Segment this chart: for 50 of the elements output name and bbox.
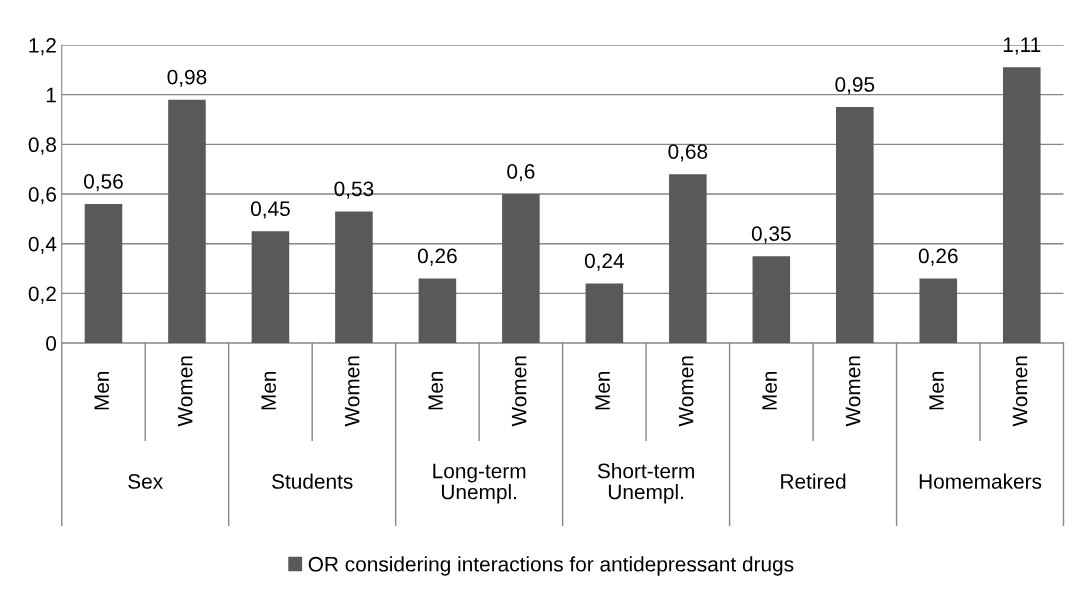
text: 0,35 (751, 226, 791, 244)
text: 0,53 (334, 181, 374, 199)
text: 0,24 (584, 253, 625, 271)
x-tick-label: Women (845, 356, 861, 427)
bar (84, 203, 123, 344)
legend-label: OR considering interactions for antidepressant drugs (308, 556, 794, 576)
x-tick-label: Men (94, 371, 110, 410)
text: Long-term Unempl. (433, 463, 526, 504)
y-tick-label: 0,2 (28, 286, 56, 304)
bar (919, 278, 958, 344)
text: 0,95 (835, 77, 875, 95)
x-tick-label: Men (428, 371, 443, 410)
bar (502, 194, 540, 344)
text: Homemakers (919, 473, 1042, 489)
y-tick-label: 0,4 (28, 236, 57, 254)
x-tick-label: Men (929, 371, 944, 410)
bar (168, 99, 206, 344)
text: Retired (781, 473, 846, 489)
x-tick-label: Men (261, 371, 277, 410)
y-tick-label: 0,8 (28, 137, 56, 155)
bar (585, 283, 624, 344)
x-tick-label: Women (678, 356, 694, 427)
bar (335, 211, 373, 344)
y-tick-label: 1 (46, 87, 56, 103)
bar (418, 278, 457, 344)
text: 0,26 (918, 248, 958, 266)
text: 0,26 (417, 248, 457, 266)
text: 0,6 (507, 164, 535, 182)
text: 0,68 (668, 144, 708, 162)
x-tick-label: Women (344, 356, 360, 427)
text: Sex (128, 474, 163, 489)
text: 0,56 (84, 174, 123, 192)
y-tick-label: 1,2 (29, 37, 56, 56)
x-tick-label: Men (595, 371, 610, 410)
y-tick-label: 0,6 (28, 187, 56, 205)
bar (836, 107, 874, 344)
x-tick-label: Men (762, 371, 777, 410)
bar (669, 174, 707, 344)
text: 0,45 (250, 201, 290, 219)
bar (752, 256, 791, 344)
bar (251, 231, 290, 344)
y-tick-label: 0 (46, 336, 57, 351)
x-tick-label: Women (1012, 356, 1028, 427)
text: Short-term Unempl. (597, 463, 694, 504)
text: 1,11 (1003, 37, 1041, 55)
x-tick-label: Women (178, 356, 193, 427)
bar (1002, 67, 1041, 344)
text: 0,98 (167, 69, 207, 87)
x-tick-label: Women (511, 356, 527, 427)
text: Students (272, 473, 353, 489)
